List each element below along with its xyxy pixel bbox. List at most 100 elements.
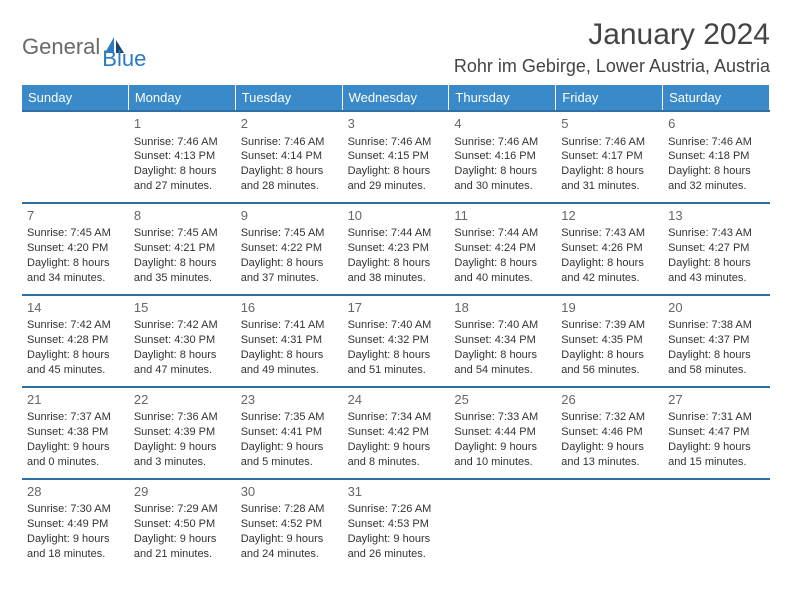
sunrise-text: Sunrise: 7:43 AM — [561, 226, 658, 241]
calendar-cell: 28Sunrise: 7:30 AMSunset: 4:49 PMDayligh… — [22, 478, 129, 570]
sunrise-text: Sunrise: 7:40 AM — [454, 318, 551, 333]
daylight-text-2: and 54 minutes. — [454, 363, 551, 378]
daylight-text-1: Daylight: 8 hours — [454, 348, 551, 363]
sunrise-text: Sunrise: 7:45 AM — [241, 226, 338, 241]
daylight-text-2: and 34 minutes. — [27, 271, 124, 286]
day-number: 1 — [134, 115, 231, 133]
day-number: 16 — [241, 299, 338, 317]
daylight-text-1: Daylight: 8 hours — [454, 256, 551, 271]
sunrise-text: Sunrise: 7:44 AM — [348, 226, 445, 241]
daylight-text-2: and 35 minutes. — [134, 271, 231, 286]
day-number: 21 — [27, 391, 124, 409]
sunrise-text: Sunrise: 7:46 AM — [668, 135, 765, 150]
sunrise-text: Sunrise: 7:45 AM — [27, 226, 124, 241]
daylight-text-2: and 15 minutes. — [668, 455, 765, 470]
calendar-cell: 24Sunrise: 7:34 AMSunset: 4:42 PMDayligh… — [343, 386, 450, 478]
daylight-text-1: Daylight: 8 hours — [27, 348, 124, 363]
calendar-cell-empty — [556, 478, 663, 570]
day-number: 3 — [348, 115, 445, 133]
daylight-text-2: and 24 minutes. — [241, 547, 338, 562]
day-of-week-header: Thursday — [449, 85, 556, 110]
sunset-text: Sunset: 4:24 PM — [454, 241, 551, 256]
daylight-text-2: and 37 minutes. — [241, 271, 338, 286]
calendar-cell: 20Sunrise: 7:38 AMSunset: 4:37 PMDayligh… — [663, 294, 770, 386]
sunrise-text: Sunrise: 7:28 AM — [241, 502, 338, 517]
day-of-week-header: Monday — [129, 85, 236, 110]
day-number: 6 — [668, 115, 765, 133]
daylight-text-1: Daylight: 9 hours — [27, 532, 124, 547]
sunset-text: Sunset: 4:15 PM — [348, 149, 445, 164]
daylight-text-2: and 40 minutes. — [454, 271, 551, 286]
daylight-text-2: and 0 minutes. — [27, 455, 124, 470]
sunset-text: Sunset: 4:50 PM — [134, 517, 231, 532]
sunrise-text: Sunrise: 7:35 AM — [241, 410, 338, 425]
daylight-text-1: Daylight: 8 hours — [348, 348, 445, 363]
daylight-text-1: Daylight: 9 hours — [241, 440, 338, 455]
calendar-cell: 22Sunrise: 7:36 AMSunset: 4:39 PMDayligh… — [129, 386, 236, 478]
daylight-text-2: and 43 minutes. — [668, 271, 765, 286]
daylight-text-2: and 8 minutes. — [348, 455, 445, 470]
daylight-text-2: and 26 minutes. — [348, 547, 445, 562]
day-number: 23 — [241, 391, 338, 409]
daylight-text-1: Daylight: 9 hours — [454, 440, 551, 455]
daylight-text-1: Daylight: 8 hours — [27, 256, 124, 271]
day-number: 17 — [348, 299, 445, 317]
calendar-cell: 12Sunrise: 7:43 AMSunset: 4:26 PMDayligh… — [556, 202, 663, 294]
daylight-text-1: Daylight: 8 hours — [348, 164, 445, 179]
sunset-text: Sunset: 4:31 PM — [241, 333, 338, 348]
month-title: January 2024 — [454, 18, 770, 52]
sunrise-text: Sunrise: 7:44 AM — [454, 226, 551, 241]
calendar-grid: SundayMondayTuesdayWednesdayThursdayFrid… — [22, 85, 770, 570]
sunrise-text: Sunrise: 7:40 AM — [348, 318, 445, 333]
calendar-cell: 1Sunrise: 7:46 AMSunset: 4:13 PMDaylight… — [129, 110, 236, 202]
day-of-week-header: Wednesday — [343, 85, 450, 110]
daylight-text-2: and 13 minutes. — [561, 455, 658, 470]
day-number: 27 — [668, 391, 765, 409]
calendar-cell: 6Sunrise: 7:46 AMSunset: 4:18 PMDaylight… — [663, 110, 770, 202]
daylight-text-1: Daylight: 9 hours — [134, 532, 231, 547]
sunrise-text: Sunrise: 7:30 AM — [27, 502, 124, 517]
day-number: 31 — [348, 483, 445, 501]
daylight-text-2: and 10 minutes. — [454, 455, 551, 470]
sunrise-text: Sunrise: 7:43 AM — [668, 226, 765, 241]
day-of-week-header: Saturday — [663, 85, 770, 110]
day-number: 25 — [454, 391, 551, 409]
day-number: 28 — [27, 483, 124, 501]
sunrise-text: Sunrise: 7:39 AM — [561, 318, 658, 333]
daylight-text-1: Daylight: 9 hours — [27, 440, 124, 455]
calendar-cell: 18Sunrise: 7:40 AMSunset: 4:34 PMDayligh… — [449, 294, 556, 386]
daylight-text-1: Daylight: 9 hours — [348, 532, 445, 547]
calendar-cell: 9Sunrise: 7:45 AMSunset: 4:22 PMDaylight… — [236, 202, 343, 294]
calendar-cell: 7Sunrise: 7:45 AMSunset: 4:20 PMDaylight… — [22, 202, 129, 294]
logo: General Blue — [22, 22, 146, 72]
sunrise-text: Sunrise: 7:46 AM — [561, 135, 658, 150]
daylight-text-1: Daylight: 8 hours — [561, 348, 658, 363]
day-number: 5 — [561, 115, 658, 133]
calendar-cell: 30Sunrise: 7:28 AMSunset: 4:52 PMDayligh… — [236, 478, 343, 570]
sunset-text: Sunset: 4:35 PM — [561, 333, 658, 348]
sunset-text: Sunset: 4:39 PM — [134, 425, 231, 440]
day-number: 10 — [348, 207, 445, 225]
daylight-text-1: Daylight: 9 hours — [668, 440, 765, 455]
location: Rohr im Gebirge, Lower Austria, Austria — [454, 56, 770, 77]
daylight-text-1: Daylight: 8 hours — [134, 348, 231, 363]
sunset-text: Sunset: 4:34 PM — [454, 333, 551, 348]
sunset-text: Sunset: 4:23 PM — [348, 241, 445, 256]
day-number: 13 — [668, 207, 765, 225]
sunset-text: Sunset: 4:18 PM — [668, 149, 765, 164]
daylight-text-2: and 30 minutes. — [454, 179, 551, 194]
calendar-cell: 5Sunrise: 7:46 AMSunset: 4:17 PMDaylight… — [556, 110, 663, 202]
day-number: 18 — [454, 299, 551, 317]
sunset-text: Sunset: 4:41 PM — [241, 425, 338, 440]
calendar-cell: 2Sunrise: 7:46 AMSunset: 4:14 PMDaylight… — [236, 110, 343, 202]
day-of-week-header: Tuesday — [236, 85, 343, 110]
sunrise-text: Sunrise: 7:36 AM — [134, 410, 231, 425]
daylight-text-1: Daylight: 9 hours — [561, 440, 658, 455]
calendar-cell: 11Sunrise: 7:44 AMSunset: 4:24 PMDayligh… — [449, 202, 556, 294]
sunset-text: Sunset: 4:52 PM — [241, 517, 338, 532]
day-number: 12 — [561, 207, 658, 225]
daylight-text-1: Daylight: 9 hours — [348, 440, 445, 455]
daylight-text-2: and 31 minutes. — [561, 179, 658, 194]
daylight-text-2: and 49 minutes. — [241, 363, 338, 378]
calendar-cell: 27Sunrise: 7:31 AMSunset: 4:47 PMDayligh… — [663, 386, 770, 478]
